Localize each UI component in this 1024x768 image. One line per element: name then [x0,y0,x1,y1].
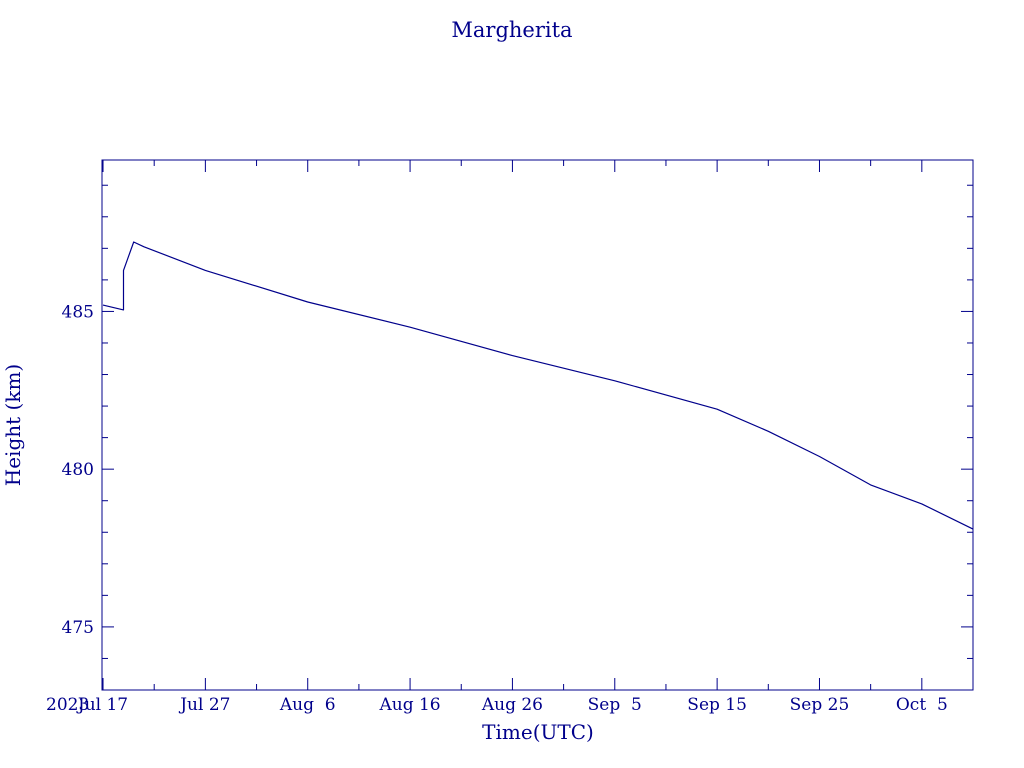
y-tick-label: 480 [62,460,94,480]
x-tick-label: Jul 17 [76,695,128,715]
y-tick-label: 485 [62,302,94,322]
tick-labels: 475 480 485 Jul 17 Jul 27 Aug 6 Aug 16 Aug 26 Se… [62,302,948,715]
plot-frame [101,159,974,691]
x-tick-label: Oct 5 [896,695,948,715]
x-tick-label: Sep 5 [588,695,642,715]
tick-marks [102,160,974,691]
y-axis-title: Height (km) [1,364,25,486]
x-tick-label: Aug 26 [481,695,543,715]
x-axis-title: Time(UTC) [482,720,594,744]
chart-title: Margherita [451,18,572,42]
x-tick-label: Sep 15 [687,695,747,715]
y-tick-label: 475 [62,618,94,638]
series-layer [102,241,974,530]
x-tick-label: Aug 16 [378,695,440,715]
series-line [102,241,974,530]
x-tick-label: Aug 6 [279,695,336,715]
x-tick-label: Sep 25 [790,695,850,715]
year-label: 2023 [46,695,89,715]
x-tick-label: Jul 27 [178,695,230,715]
